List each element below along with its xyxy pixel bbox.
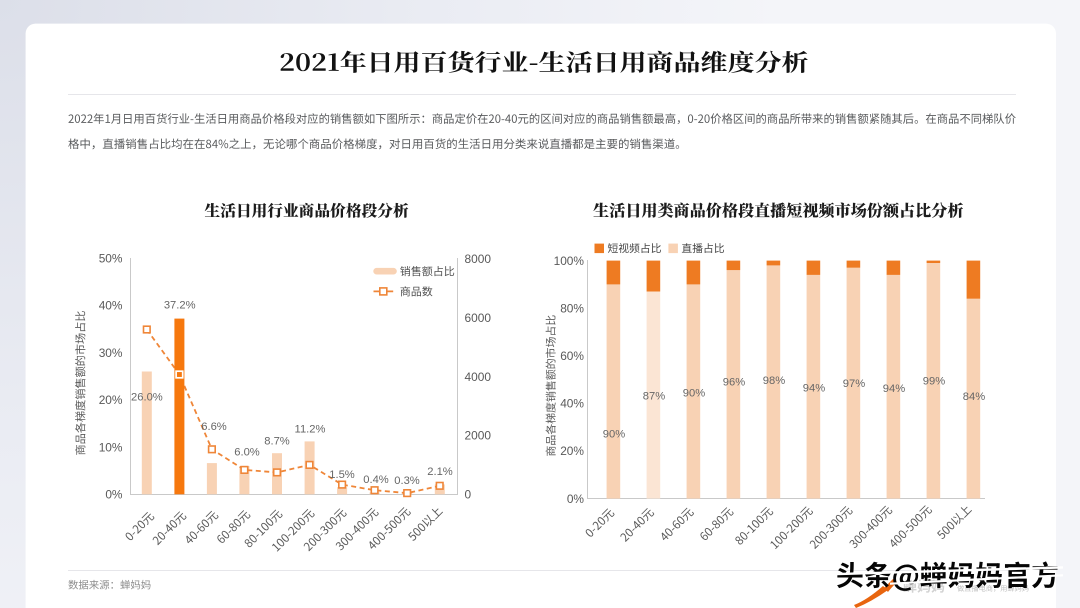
svg-text:60%: 60% (560, 349, 584, 363)
svg-text:100%: 100% (554, 254, 585, 268)
svg-text:30%: 30% (99, 346, 123, 360)
svg-text:87%: 87% (643, 391, 665, 403)
svg-text:1.5%: 1.5% (329, 469, 355, 481)
svg-text:99%: 99% (923, 375, 945, 387)
svg-text:98%: 98% (763, 375, 785, 387)
svg-text:0.4%: 0.4% (363, 474, 389, 486)
svg-text:2000: 2000 (465, 429, 492, 443)
svg-text:11.2%: 11.2% (295, 423, 326, 435)
svg-text:37.2%: 37.2% (164, 299, 196, 311)
svg-text:0: 0 (465, 488, 472, 502)
svg-text:6000: 6000 (465, 311, 492, 325)
svg-text:6.0%: 6.0% (234, 446, 260, 458)
svg-text:40%: 40% (560, 397, 584, 411)
svg-text:20%: 20% (560, 444, 584, 458)
svg-text:20%: 20% (99, 393, 123, 407)
svg-text:90%: 90% (603, 429, 625, 441)
svg-text:94%: 94% (883, 383, 905, 395)
svg-text:84%: 84% (963, 391, 985, 403)
svg-text:26.0%: 26.0% (131, 391, 163, 403)
svg-text:0.3%: 0.3% (394, 475, 420, 487)
svg-text:6.6%: 6.6% (201, 421, 227, 433)
svg-text:90%: 90% (683, 388, 705, 400)
svg-text:50%: 50% (99, 251, 123, 265)
svg-text:97%: 97% (843, 378, 865, 390)
svg-text:2.1%: 2.1% (427, 466, 453, 478)
svg-text:8000: 8000 (465, 252, 492, 266)
svg-text:10%: 10% (99, 440, 123, 454)
svg-text:94%: 94% (803, 383, 825, 395)
svg-text:0%: 0% (567, 492, 585, 506)
svg-text:96%: 96% (723, 377, 745, 389)
svg-text:80%: 80% (560, 301, 584, 315)
svg-text:0%: 0% (105, 488, 123, 502)
svg-text:40%: 40% (99, 299, 123, 313)
svg-text:8.7%: 8.7% (264, 435, 290, 447)
svg-text:4000: 4000 (465, 370, 492, 384)
